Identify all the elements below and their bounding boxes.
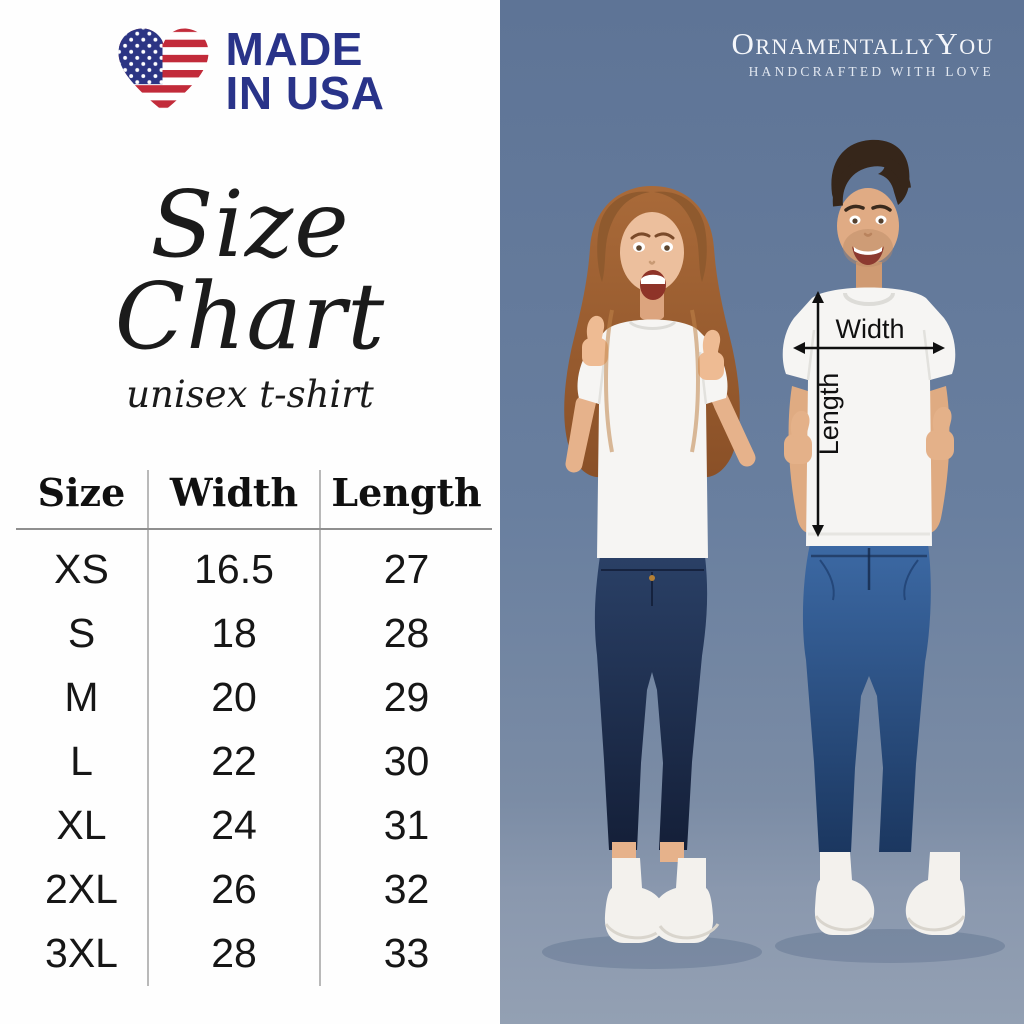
table-row: L 22 30 (16, 730, 492, 794)
table-row: 3XL 28 33 (16, 922, 492, 986)
width-cell: 18 (148, 602, 321, 666)
length-cell: 32 (383, 866, 430, 912)
size-cell: XS (16, 529, 149, 602)
models-photo-illustration: Width Length (500, 0, 1024, 1024)
col-header-width: Width (148, 470, 321, 530)
page-title: Size Chart (114, 171, 386, 370)
man-sneakers (814, 852, 966, 935)
size-cell: L (16, 730, 149, 794)
photo-panel: Width Length OrnamentallyYou HANDCRAFTED… (500, 0, 1024, 1024)
length-cell: 33 (383, 930, 430, 976)
size-table: Size Width Length XS 16.5 27 S 18 28 M (16, 470, 492, 986)
size-cell: S (16, 602, 149, 666)
length-cell: 27 (383, 546, 430, 592)
in-usa-line: IN USA (225, 66, 385, 119)
width-cell: 20 (148, 666, 321, 730)
size-cell: 3XL (16, 922, 149, 986)
page-subtitle: unisex t-shirt (126, 373, 374, 416)
brand-name: OrnamentallyYou (731, 26, 994, 61)
col-header-size: Size (16, 470, 149, 530)
length-cell: 31 (383, 802, 430, 848)
woman-sneakers (604, 858, 720, 943)
length-cell: 28 (383, 610, 430, 656)
size-cell: 2XL (16, 858, 149, 922)
size-chart-panel: MADE IN USA Size Chart unisex t-shirt Si… (0, 0, 500, 1024)
us-flag-heart-icon (116, 24, 211, 119)
length-arrow (812, 291, 824, 537)
width-cell: 16.5 (148, 529, 321, 602)
col-header-length: Length (320, 470, 492, 530)
made-line: MADE (225, 22, 363, 75)
brand-tagline: HANDCRAFTED WITH LOVE (748, 64, 994, 79)
width-cell: 22 (148, 730, 321, 794)
man-figure: Width Length (782, 139, 966, 935)
made-in-usa-text: MADE IN USA (225, 22, 385, 119)
width-cell: 26 (148, 858, 321, 922)
table-row: S 18 28 (16, 602, 492, 666)
length-cell: 30 (383, 738, 430, 784)
size-cell: XL (16, 794, 149, 858)
made-in-usa-logo: MADE IN USA (0, 24, 500, 119)
table-row: 2XL 26 32 (16, 858, 492, 922)
width-label: Width (835, 314, 904, 344)
size-cell: M (16, 666, 149, 730)
length-label: Length (814, 373, 844, 456)
table-row: XL 24 31 (16, 794, 492, 858)
table-header-row: Size Width Length (16, 470, 492, 530)
width-arrow (793, 342, 945, 354)
width-cell: 24 (148, 794, 321, 858)
length-cell: 29 (383, 674, 430, 720)
table-row: M 20 29 (16, 666, 492, 730)
table-row: XS 16.5 27 (16, 529, 492, 602)
brand-logo: OrnamentallyYou HANDCRAFTED WITH LOVE (731, 28, 994, 80)
width-cell: 28 (148, 922, 321, 986)
woman-figure (564, 186, 756, 943)
